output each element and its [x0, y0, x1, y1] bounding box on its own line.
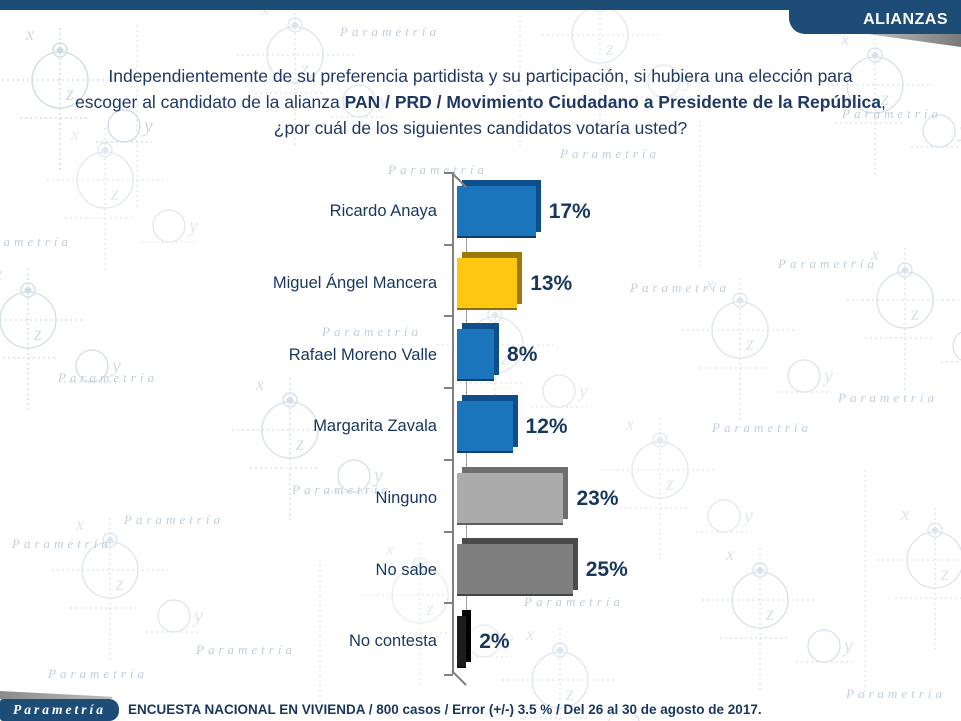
- question-line2-post: ,: [881, 92, 886, 112]
- category-label: Ninguno: [375, 489, 437, 508]
- survey-methodology-note: ENCUESTA NACIONAL EN VIVIENDA / 800 caso…: [128, 702, 762, 717]
- category-label: No sabe: [375, 560, 437, 579]
- data-label: 13%: [530, 271, 573, 295]
- axis-tick: [444, 243, 453, 246]
- data-label: 8%: [507, 343, 538, 367]
- bar-chart: Ricardo Anaya 17% Miguel Ángel Mancera 13% R…: [0, 172, 961, 686]
- bar: [457, 400, 513, 453]
- bar: [457, 185, 536, 238]
- bar-area: 2%: [457, 615, 510, 668]
- category-label: Ricardo Anaya: [329, 202, 437, 221]
- bar: [457, 544, 573, 597]
- chart-row: Miguel Ángel Mancera 13%: [0, 248, 961, 320]
- chart-row: No sabe 25%: [0, 534, 961, 606]
- section-tab: ALIANZAS: [789, 0, 961, 34]
- question-text: Independientemente de su preferencia par…: [30, 63, 931, 141]
- data-label: 2%: [479, 629, 510, 653]
- header-strip: [0, 0, 961, 10]
- footer-fold-shadow: [0, 691, 112, 699]
- chart-rows: Ricardo Anaya 17% Miguel Ángel Mancera 13% R…: [0, 176, 961, 679]
- data-label: 12%: [525, 414, 568, 438]
- section-tab-label: ALIANZAS: [863, 11, 948, 28]
- bar: [457, 329, 495, 382]
- data-label: 25%: [585, 558, 628, 582]
- bar-area: 23%: [457, 472, 619, 525]
- chart-row: Rafael Moreno Valle 8%: [0, 319, 961, 391]
- axis-tick: [444, 530, 453, 533]
- category-label: No contesta: [348, 632, 437, 651]
- parametria-watermark-word: Parametría: [339, 24, 440, 39]
- bar-area: 12%: [457, 400, 568, 453]
- axis-tick: [444, 172, 453, 174]
- question-line1: Independientemente de su preferencia par…: [108, 66, 853, 86]
- chart-row: Ninguno 23%: [0, 463, 961, 535]
- bar: [457, 257, 518, 310]
- category-label: Margarita Zavala: [313, 417, 437, 436]
- chart-row: Margarita Zavala 12%: [0, 391, 961, 463]
- data-label: 23%: [576, 486, 619, 510]
- bar: [457, 472, 564, 525]
- parametria-watermark-word: Parametría: [559, 146, 660, 161]
- bar-area: 25%: [457, 544, 628, 597]
- chart-row: No contesta 2%: [0, 606, 961, 678]
- question-line2-bold: PAN / PRD / Movimiento Ciudadano a Presi…: [344, 92, 882, 112]
- parametria-logo-text: Parametría: [13, 702, 106, 717]
- data-label: 17%: [548, 199, 591, 223]
- parametria-logo: Parametría: [0, 699, 119, 721]
- category-axis-line: [452, 172, 454, 674]
- category-label: Rafael Moreno Valle: [288, 345, 437, 364]
- bar-area: 17%: [457, 185, 591, 238]
- bar-area: 13%: [457, 257, 573, 310]
- header-fold-shadow: [867, 34, 961, 47]
- axis-tick: [444, 458, 453, 461]
- axis-tick: [444, 315, 453, 318]
- parametria-watermark-word: Parametría: [845, 686, 946, 701]
- bar-area: 8%: [457, 329, 538, 382]
- question-line3: ¿por cuál de los siguientes candidatos v…: [273, 118, 688, 138]
- question-line2-pre: escoger al candidato de la alianza: [75, 92, 345, 112]
- parametria-watermark-word: Parametría: [387, 162, 488, 177]
- category-label: Miguel Ángel Mancera: [272, 274, 437, 293]
- axis-tick: [444, 673, 453, 676]
- chart-row: Ricardo Anaya 17%: [0, 176, 961, 248]
- bar: [457, 615, 467, 668]
- axis-tick: [444, 387, 453, 390]
- axis-tick: [444, 602, 453, 605]
